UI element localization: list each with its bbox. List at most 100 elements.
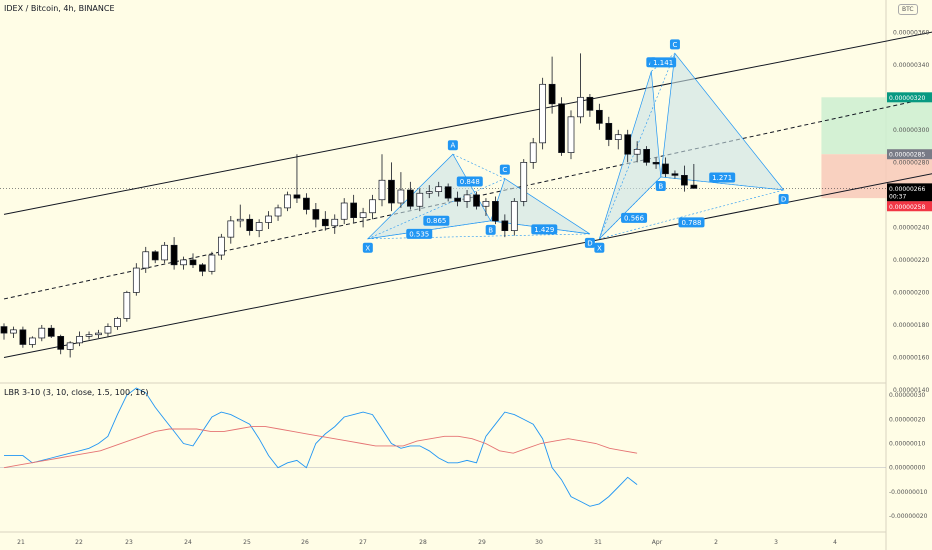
candle-body <box>57 335 65 350</box>
candle-body <box>29 337 36 345</box>
candle-body <box>340 202 348 220</box>
price-channel <box>0 31 932 358</box>
candle-body <box>586 96 594 111</box>
price-tick-label: 0.00000180 <box>893 322 929 329</box>
candle-body <box>492 201 499 222</box>
ratio-badge <box>678 217 705 228</box>
channel-upper-line <box>3 31 932 215</box>
symbol-title: IDEX / Bitcoin, 4h, BINANCE <box>4 4 115 13</box>
candle-body <box>350 202 357 218</box>
price-tick-label: 0.00000220 <box>893 257 929 264</box>
ratio-badge <box>650 57 677 68</box>
pattern-point-label: A <box>450 142 455 150</box>
time-tick-label: 25 <box>243 539 251 546</box>
time-tick-label: 28 <box>419 539 427 546</box>
price-tick-label: 0.00000340 <box>893 62 929 69</box>
candle-body <box>274 207 282 217</box>
time-tick-label: 2 <box>714 539 718 546</box>
pattern-point-label: X <box>365 244 370 252</box>
pattern-point-badge <box>778 193 789 204</box>
candle-body <box>369 199 376 214</box>
take-profit-price-bg <box>887 92 932 103</box>
pattern-ratio-line <box>651 53 676 72</box>
price-tick-label: 0.00000280 <box>893 159 929 166</box>
time-tick-label: 23 <box>125 539 133 546</box>
indicator-tick-label: 0.00000000 <box>889 465 925 472</box>
candle-body <box>548 83 556 105</box>
candle-body <box>265 215 272 223</box>
candle-body <box>76 335 83 344</box>
candle-body <box>558 103 565 153</box>
entry-price: 0.00000285 <box>889 152 925 159</box>
pattern-ratio-line <box>367 220 491 240</box>
candle-body <box>303 197 310 210</box>
ratio-label: 0.566 <box>624 214 645 222</box>
candle-body <box>38 327 46 339</box>
price-tick-label: 0.00000240 <box>893 224 929 231</box>
candle-body <box>331 218 339 227</box>
countdown-label: 00:37 <box>889 193 906 200</box>
candle-body <box>624 134 632 155</box>
pattern-ratio-line <box>452 153 505 179</box>
pattern-point-label: B <box>488 226 493 234</box>
candle-body <box>690 184 698 189</box>
ratio-badge <box>531 224 558 235</box>
time-tick-label: 24 <box>184 539 192 546</box>
currency-badge[interactable]: BTC <box>898 4 918 15</box>
candle-body <box>47 327 55 337</box>
pattern-point-label: D <box>781 195 786 203</box>
candle-body <box>614 134 622 140</box>
pattern-ratio-line <box>367 178 505 240</box>
price-tick-label: 0.00000300 <box>893 127 929 134</box>
time-tick-label: 21 <box>17 539 25 546</box>
pattern-point-badge <box>669 39 680 50</box>
pattern-point-badge <box>594 242 605 253</box>
indicator-tick-label: -0.00000020 <box>889 513 928 520</box>
candle-body <box>95 332 102 336</box>
take-profit-price: 0.00000320 <box>889 95 925 102</box>
indicator-line-10 <box>3 426 638 469</box>
ratio-badge <box>709 172 736 183</box>
candle-body <box>407 189 414 207</box>
time-tick-label: 3 <box>774 539 778 546</box>
axes: 0.00000360 0.00000340 0.00000320 0.00000300… <box>17 29 932 546</box>
candle-body <box>378 179 386 201</box>
pattern-point-badge <box>447 140 458 151</box>
position-zones <box>821 97 932 199</box>
candle-body <box>255 222 263 231</box>
time-tick-label: 29 <box>478 539 486 546</box>
candle-body <box>473 194 480 207</box>
pattern-point-label: B <box>658 182 663 190</box>
candle-body <box>10 329 17 334</box>
candle-body <box>482 201 490 207</box>
time-tick-label: 22 <box>75 539 83 546</box>
ratio-badge <box>423 215 450 226</box>
channel-middle-line <box>3 96 932 300</box>
candle-body <box>577 96 584 118</box>
candle-body <box>170 244 178 266</box>
pattern-point-label: X <box>597 244 602 252</box>
candle-body <box>567 116 575 153</box>
candle-body <box>425 191 433 194</box>
indicator-title[interactable]: LBR 3-10 (3, 10, close, 1.5, 100, 16) <box>4 388 149 397</box>
ratio-label: 1.141 <box>653 59 673 67</box>
ratio-label: 1.429 <box>534 226 554 234</box>
candle-body <box>284 194 291 209</box>
indicator-line-3 <box>4 387 638 507</box>
pattern-point-badge <box>584 237 595 248</box>
candle-body <box>114 318 121 327</box>
time-tick-label: 31 <box>594 539 602 546</box>
candle-body <box>208 254 216 272</box>
indicator-tick-label: -0.00000010 <box>889 489 928 496</box>
candle-body <box>189 259 197 266</box>
ratio-label: 0.848 <box>460 178 480 186</box>
channel-lower-line <box>3 173 932 358</box>
candle-body <box>132 267 140 293</box>
candle-body <box>218 236 225 256</box>
candle-body <box>359 212 367 218</box>
candle-body <box>236 218 244 222</box>
candle-body <box>416 192 424 207</box>
candle-body <box>444 186 452 199</box>
